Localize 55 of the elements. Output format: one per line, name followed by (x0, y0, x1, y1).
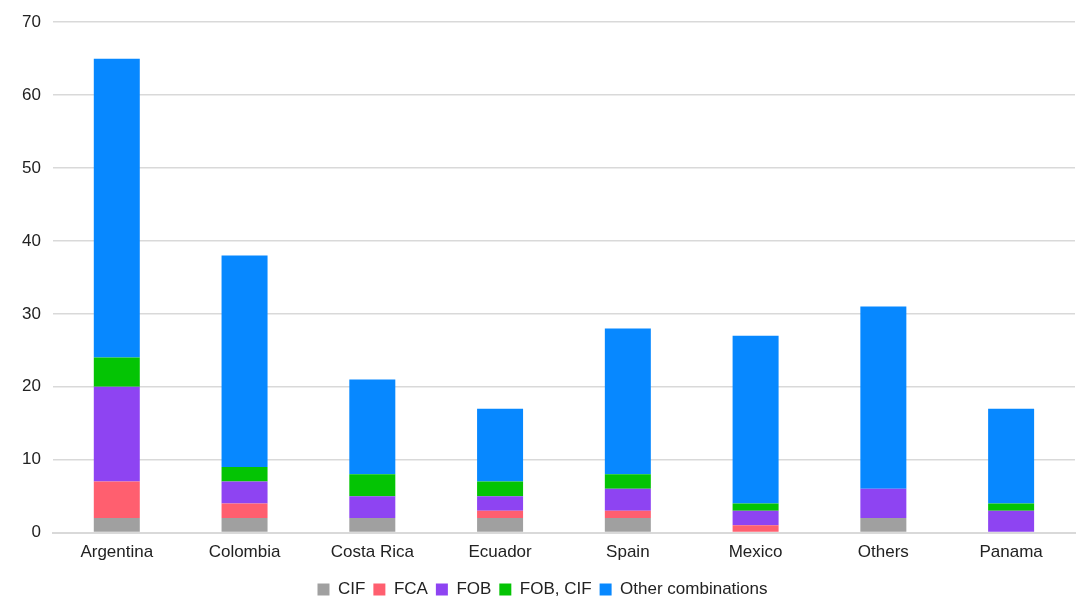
bar (860, 518, 907, 532)
bar (477, 510, 524, 519)
y-tick-label: 20 (21, 376, 41, 396)
bar (604, 328, 651, 475)
x-tick-label: Spain (606, 542, 650, 562)
bar (93, 386, 140, 482)
bar (604, 474, 651, 489)
y-tick-label: 0 (31, 522, 41, 542)
bar (349, 379, 396, 475)
bar (604, 510, 651, 519)
bar (221, 255, 268, 467)
legend-label: Other combinations (620, 579, 768, 599)
y-tick-label: 30 (21, 303, 41, 323)
bar (988, 510, 1035, 532)
legend-label: CIF (337, 579, 366, 599)
y-tick-label: 10 (21, 449, 41, 469)
y-tick-label: 70 (21, 11, 41, 31)
legend-label: FCA (393, 579, 429, 599)
bar (349, 474, 396, 497)
bar (732, 503, 779, 511)
bar (477, 518, 524, 532)
bar (860, 306, 907, 489)
bar (988, 408, 1035, 504)
y-tick-label: 60 (21, 84, 41, 104)
bar (349, 496, 396, 519)
bar (477, 496, 524, 511)
x-tick-label: Mexico (728, 542, 783, 562)
bar (988, 503, 1035, 511)
bar (221, 466, 268, 482)
bar (477, 481, 524, 497)
x-tick-label: Colombia (208, 542, 281, 562)
bar (221, 503, 268, 519)
bar (477, 408, 524, 482)
y-tick-label: 50 (21, 157, 41, 177)
bar (732, 510, 779, 526)
x-tick-label: Others (857, 542, 909, 562)
x-tick-label: Ecuador (468, 542, 533, 562)
bar (93, 58, 140, 358)
bar (604, 488, 651, 511)
legend-label: FOB (456, 579, 492, 599)
bar (93, 357, 140, 387)
bar (349, 518, 396, 532)
bar (732, 335, 779, 504)
bar (93, 481, 140, 519)
bar (93, 518, 140, 532)
x-tick-label: Argentina (80, 542, 154, 562)
legend-label: FOB, CIF (519, 579, 592, 599)
bar (221, 481, 268, 504)
bar (604, 518, 651, 532)
y-tick-label: 40 (21, 230, 41, 250)
bar (860, 488, 907, 519)
bar (221, 518, 268, 532)
x-tick-label: Costa Rica (330, 542, 415, 562)
x-tick-label: Panama (979, 542, 1044, 562)
bar (732, 525, 779, 532)
